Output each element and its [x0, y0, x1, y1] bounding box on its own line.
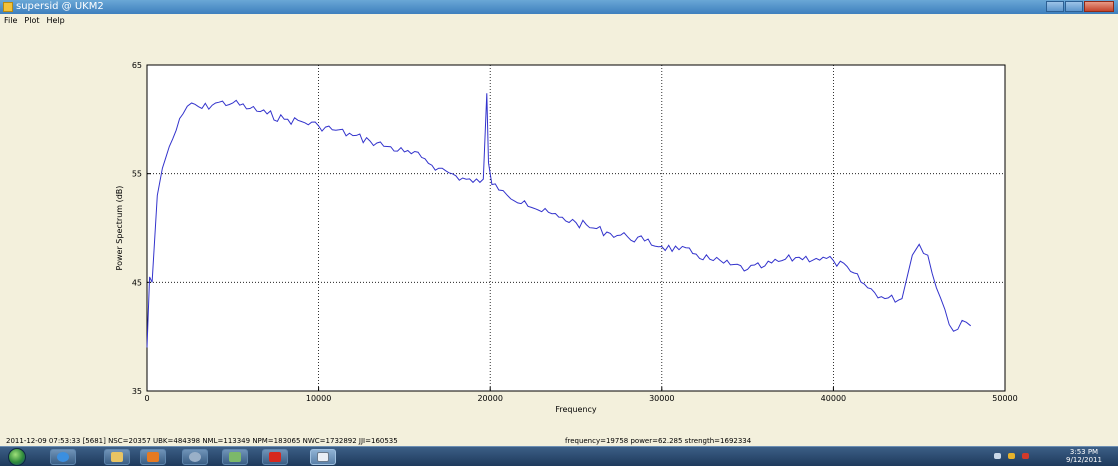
y-tick-label: 45 — [132, 278, 142, 287]
app-icon — [3, 2, 13, 12]
network-tray-icon[interactable] — [1008, 453, 1015, 459]
window-controls — [1046, 1, 1114, 13]
file-explorer-icon[interactable] — [104, 449, 130, 465]
network-icon[interactable] — [182, 449, 208, 465]
x-tick-label: 20000 — [477, 394, 502, 403]
status-timestamp-counters: 2011-12-09 07:53:33 [5681] NSC=20357 UBK… — [6, 437, 398, 445]
status-cursor-readout: frequency=19758 power=62.285 strength=16… — [565, 437, 752, 445]
taskbar: 3:53 PM 9/12/2011 — [0, 446, 1118, 466]
maximize-icon[interactable] — [1065, 1, 1083, 12]
y-tick-label: 55 — [132, 170, 142, 179]
menu-plot[interactable]: Plot — [24, 16, 40, 25]
x-tick-label: 0 — [144, 394, 149, 403]
x-tick-label: 40000 — [821, 394, 846, 403]
x-tick-label: 10000 — [306, 394, 331, 403]
x-tick-label: 30000 — [649, 394, 674, 403]
plot-frame — [146, 64, 1006, 392]
menu-file[interactable]: File — [4, 16, 18, 25]
pdf-icon[interactable] — [262, 449, 288, 465]
menu-help[interactable]: Help — [46, 16, 65, 25]
minimize-icon[interactable] — [1046, 1, 1064, 12]
close-icon[interactable] — [1084, 1, 1114, 12]
spectrum-series-line — [146, 93, 972, 348]
title-bar[interactable]: supersid @ UKM2 — [0, 0, 1118, 14]
clock-date: 9/12/2011 — [1066, 456, 1102, 464]
chart-app-icon[interactable] — [222, 449, 248, 465]
media-player-icon[interactable] — [140, 449, 166, 465]
spectrum-chart[interactable]: 0 10000 20000 30000 40000 50000 35 45 55 65 Freque… — [0, 28, 1118, 436]
speaker-icon[interactable] — [1022, 453, 1029, 459]
status-bar: 2011-12-09 07:53:33 [5681] NSC=20357 UBK… — [0, 436, 1118, 446]
menu-bar: File Plot Help — [0, 14, 1118, 28]
window-title: supersid @ UKM2 — [16, 1, 104, 12]
x-tick-label: 50000 — [992, 394, 1017, 403]
system-tray: 3:53 PM 9/12/2011 — [978, 447, 1118, 466]
windows-start-icon[interactable] — [8, 448, 26, 466]
clock[interactable]: 3:53 PM 9/12/2011 — [1058, 448, 1110, 464]
y-tick-label: 35 — [132, 387, 142, 396]
x-axis-label: Frequency — [555, 405, 597, 414]
clock-time: 3:53 PM — [1069, 448, 1099, 456]
arrow-up-icon[interactable] — [994, 453, 1001, 459]
plot-area[interactable]: 0 10000 20000 30000 40000 50000 35 45 55 65 Freque… — [0, 28, 1118, 436]
internet-explorer-icon[interactable] — [50, 449, 76, 465]
supersid-window-icon[interactable] — [310, 449, 336, 465]
y-tick-label: 65 — [132, 61, 142, 70]
y-axis-label: Power Spectrum (dB) — [115, 186, 124, 271]
